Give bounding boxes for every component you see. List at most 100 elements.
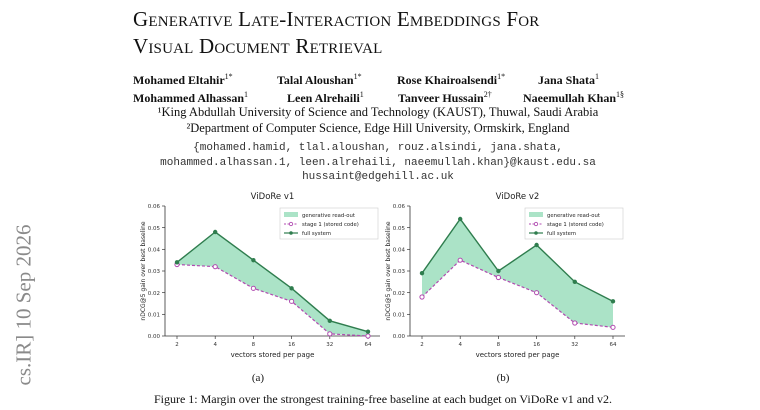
full-system-point <box>174 260 180 265</box>
subfigure-caption-a: (a) <box>251 372 265 384</box>
affiliation-1: ¹King Abdullah University of Science and… <box>157 105 599 119</box>
full-system-point <box>327 318 332 324</box>
y-axis-label: nDCG@5 gain over best baseline <box>140 221 147 320</box>
y-tick-label: 0.05 <box>148 226 161 232</box>
full-system-point <box>419 270 425 276</box>
legend-label: full system <box>547 231 576 237</box>
legend-marker-full <box>534 231 538 235</box>
generative-readout-area <box>177 232 368 336</box>
generative-readout-area <box>422 219 613 328</box>
y-tick-label: 0.06 <box>148 204 161 210</box>
y-tick-label: 0.04 <box>393 248 406 254</box>
y-tick-label: 0.01 <box>393 313 405 319</box>
title-line-1: Generative Late-Interaction Embeddings F… <box>133 7 540 31</box>
author-block: Mohamed Eltahir1* Talal Aloushan1* Rose Kh… <box>133 68 625 105</box>
author-name: Rose Khairoalsendi1* <box>397 72 506 87</box>
x-tick-label: 64 <box>610 342 617 348</box>
x-tick-label: 8 <box>252 342 256 348</box>
y-tick-label: 0.03 <box>393 269 406 275</box>
stage1-point <box>534 290 540 296</box>
affiliations: ¹King Abdullah University of Science and… <box>133 104 623 136</box>
figure-caption: Figure 1: Margin over the strongest trai… <box>153 392 613 406</box>
full-system-point <box>365 329 371 334</box>
legend-label: generative read-out <box>302 213 355 219</box>
email-line-1: {mohamed.hamid, tlal.aloushan, rouz.alsi… <box>193 142 563 154</box>
stage1-point <box>212 264 218 270</box>
legend-label: stage 1 (stored code) <box>547 222 604 228</box>
author-affiliation-mark: 1 <box>244 90 249 99</box>
author-affiliation-mark: 1 <box>359 90 364 99</box>
full-system-point <box>496 268 501 274</box>
chart-title: ViDoRe v1 <box>251 192 295 202</box>
chart-vidore-v1: ViDoRe v1 0.00 0.01 0.02 0.03 0.04 0.05 0.06 2 4 8… <box>135 190 395 390</box>
y-tick-label: 0.03 <box>148 269 161 275</box>
y-tick-label: 0.02 <box>393 291 405 297</box>
stage1-point <box>457 257 463 263</box>
chart-vidore-v2: ViDoRe v2 0.00 0.01 0.02 0.03 0.04 0.05 0.06 2 4 8… <box>380 190 640 390</box>
full-system-series-line <box>176 231 369 333</box>
y-axis-label: nDCG@5 gain over best baseline <box>385 221 392 320</box>
x-tick-label: 4 <box>458 342 462 348</box>
stage1-series-line <box>421 259 614 328</box>
author-affiliation-mark: 1* <box>497 72 506 81</box>
legend-swatch-area <box>284 212 298 217</box>
author-affiliation-mark: 1* <box>353 72 362 81</box>
x-axis-label: vectors stored per page <box>231 351 315 359</box>
full-system-series-line <box>421 217 614 302</box>
full-system-point <box>610 299 616 304</box>
stage1-point <box>289 298 295 304</box>
author-name: Mohammed Alhassan1 <box>133 90 249 105</box>
title-line-2: Visual Document Retrieval <box>133 34 383 58</box>
legend-swatch-area <box>529 212 543 217</box>
x-tick-label: 2 <box>420 342 424 348</box>
full-system-point <box>572 279 577 285</box>
x-tick-label: 16 <box>288 342 295 348</box>
author-name: Leen Alrehaili1 <box>287 90 364 105</box>
author-affiliation-mark: 2† <box>483 90 492 99</box>
stage1-point <box>327 331 333 337</box>
y-tick-label: 0.01 <box>148 313 160 319</box>
stage1-point <box>419 294 425 300</box>
paper-title: Generative Late-Interaction Embeddings F… <box>133 6 653 60</box>
x-tick-label: 32 <box>571 342 578 348</box>
y-tick-label: 0.04 <box>148 248 161 254</box>
y-tick-label: 0.02 <box>148 291 160 297</box>
author-affiliation-mark: 1§ <box>616 90 625 99</box>
x-tick-label: 32 <box>326 342 333 348</box>
author-name: Tanveer Hussain2† <box>398 90 492 105</box>
x-tick-label: 2 <box>175 342 179 348</box>
y-tick-label: 0.06 <box>393 204 406 210</box>
legend-label: stage 1 (stored code) <box>302 222 359 228</box>
chart-svg: ViDoRe v2 0.00 0.01 0.02 0.03 0.04 0.05 0.06 2 4 8… <box>385 192 625 359</box>
full-system-point <box>213 229 218 235</box>
stage1-point <box>610 324 616 330</box>
x-tick-label: 64 <box>365 342 372 348</box>
stage1-point <box>250 285 257 291</box>
y-tick-label: 0.00 <box>148 334 161 340</box>
author-row-2: Mohammed Alhassan1 Leen Alrehaili1 Tanveer… <box>133 86 625 105</box>
x-tick-label: 4 <box>213 342 217 348</box>
y-tick-label: 0.00 <box>393 334 406 340</box>
x-tick-label: 16 <box>533 342 540 348</box>
stage1-point <box>572 320 578 326</box>
x-tick-label: 8 <box>497 342 501 348</box>
full-system-point <box>251 257 256 263</box>
chart-svg: ViDoRe v1 0.00 0.01 0.02 0.03 0.04 0.05 0.06 2 4 8… <box>140 192 380 359</box>
email-line-2: mohammed.alhassan.1, leen.alrehaili, nae… <box>160 156 596 169</box>
legend-marker-stage1 <box>288 221 294 227</box>
y-tick-label: 0.05 <box>393 226 406 232</box>
full-system-point <box>458 216 463 222</box>
chart-title: ViDoRe v2 <box>496 192 540 202</box>
author-row-1: Mohamed Eltahir1* Talal Aloushan1* Rose Kh… <box>133 68 623 87</box>
full-system-point <box>289 286 294 291</box>
stage1-series-line <box>176 263 369 337</box>
full-system-point <box>534 242 539 248</box>
stage1-point <box>365 333 371 339</box>
author-name: Mohamed Eltahir1* <box>133 72 233 87</box>
affiliation-2: ²Department of Computer Science, Edge Hi… <box>186 121 570 135</box>
email-block: {mohamed.hamid, tlal.aloushan, rouz.alsi… <box>133 141 623 185</box>
legend-label: full system <box>302 231 331 237</box>
legend-marker-full <box>289 231 293 235</box>
author-affiliation-mark: 1 <box>595 72 600 81</box>
author-affiliation-mark: 1* <box>224 72 233 81</box>
